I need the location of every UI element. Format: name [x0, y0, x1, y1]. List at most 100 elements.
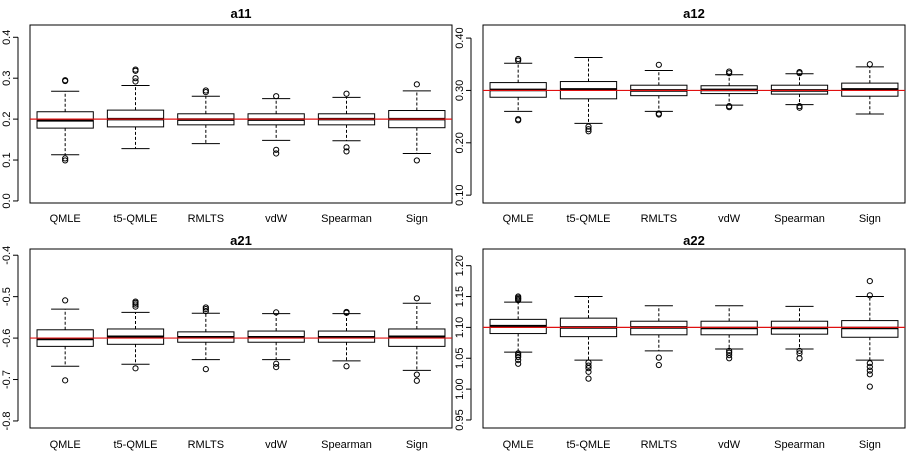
x-category-label: Spearman	[321, 439, 372, 451]
panel-title: a11	[231, 6, 252, 21]
x-category-label: vdW	[265, 439, 288, 451]
x-category-label: vdW	[718, 439, 741, 451]
outlier-point	[655, 361, 662, 369]
x-category-label: RMLTS	[188, 439, 224, 451]
box-rmlts	[630, 305, 688, 369]
y-tick-label: 0.3	[1, 71, 13, 86]
outlier-point	[343, 144, 350, 151]
box-spearman	[317, 90, 376, 155]
outlier-point	[202, 89, 209, 96]
outlier-point	[515, 357, 522, 364]
y-tick-label: 1.00	[454, 378, 466, 399]
y-tick-label: 0.1	[1, 152, 13, 167]
outlier-point	[202, 305, 209, 313]
y-tick-label: 0.4	[1, 30, 13, 45]
box-sign	[841, 61, 899, 115]
box-vdw	[247, 309, 305, 371]
box-rmlts	[177, 304, 235, 373]
outlier-point	[343, 90, 350, 97]
y-tick-label: 1.20	[454, 255, 466, 276]
y-tick-label: 0.0	[1, 193, 13, 208]
box-qmle	[36, 77, 94, 164]
outlier-point	[655, 61, 662, 68]
outlier-point	[62, 155, 69, 162]
y-tick-label: -0.5	[1, 287, 13, 306]
outlier-point	[515, 360, 522, 367]
x-category-label: QMLE	[50, 213, 81, 225]
x-category-label: RMLTS	[641, 213, 677, 225]
outlier-point	[866, 61, 873, 68]
x-category-label: Spearman	[321, 213, 372, 225]
y-tick-label: 1.05	[454, 348, 466, 369]
outlier-point	[62, 157, 69, 164]
outlier-point	[132, 301, 139, 308]
outlier-point	[585, 126, 592, 133]
outlier-point	[132, 67, 139, 74]
y-tick-label: -0.4	[1, 246, 13, 265]
x-category-label: RMLTS	[641, 439, 677, 451]
x-category-label: t5-QMLE	[566, 439, 610, 451]
box-qmle	[36, 297, 94, 384]
outlier-point	[796, 355, 803, 362]
box-vdw	[247, 93, 305, 157]
outlier-point	[866, 277, 873, 285]
outlier-point	[273, 360, 280, 367]
box-sign	[841, 277, 899, 390]
outlier-point	[343, 148, 350, 155]
outlier-point	[726, 352, 733, 359]
outlier-point	[515, 350, 522, 357]
outlier-point	[726, 70, 733, 77]
plot-frame	[482, 24, 906, 204]
outlier-point	[796, 70, 803, 77]
y-tick-label: -0.7	[1, 370, 13, 389]
plot-frame	[29, 24, 453, 204]
outlier-point	[585, 368, 592, 375]
x-category-label: Sign	[859, 213, 881, 225]
outlier-point	[866, 360, 873, 367]
outlier-point	[866, 371, 873, 378]
outlier-point	[655, 354, 662, 361]
box-t5-qmle	[106, 298, 165, 372]
outlier-point	[343, 308, 350, 316]
outlier-point	[273, 146, 280, 153]
x-category-label: vdW	[265, 213, 288, 225]
box-qmle	[489, 55, 547, 124]
y-tick-label: 0.40	[454, 27, 466, 48]
panel-title: a21	[230, 233, 252, 248]
outlier-point	[866, 363, 873, 370]
outlier-point	[726, 355, 733, 362]
outlier-point	[62, 297, 69, 304]
x-category-label: Spearman	[774, 439, 825, 451]
outlier-point	[796, 104, 803, 111]
outlier-point	[585, 375, 592, 382]
x-category-label: Sign	[406, 439, 428, 451]
y-tick-label: 0.20	[454, 132, 466, 153]
x-category-label: t5-QMLE	[566, 213, 610, 225]
outlier-point	[655, 111, 662, 118]
outlier-point	[413, 371, 420, 378]
x-category-label: Sign	[859, 439, 881, 451]
outlier-point	[866, 383, 873, 390]
panel-a21: a21 -0.8 -0.7 -0.6 -0.5 -0.4 QMLE t5-QMLE RMLTS v…	[1, 233, 453, 451]
box-sign	[388, 81, 446, 164]
outlier-point	[273, 150, 280, 157]
outlier-point	[413, 157, 420, 164]
outlier-point	[202, 366, 209, 373]
panel-a11: a11 0.0 0.1 0.2 0.3 0.4 QMLE t5-QMLE RMLTS vdW Spe…	[1, 6, 453, 225]
panel-title: a12	[683, 6, 705, 21]
box-rmlts	[630, 61, 688, 118]
x-category-label: QMLE	[50, 439, 81, 451]
x-category-label: t5-QMLE	[113, 213, 157, 225]
y-tick-label: 1.15	[454, 286, 466, 307]
outlier-point	[202, 308, 209, 315]
x-category-label: RMLTS	[188, 213, 224, 225]
outlier-point	[413, 377, 420, 384]
box-vdw	[700, 68, 758, 111]
panel-a12: a12 0.10 0.20 0.30 0.40 QMLE t5-QMLE RMLTS vdW Sp…	[454, 6, 906, 225]
outlier-point	[62, 377, 69, 384]
plot-frame	[482, 248, 906, 429]
outlier-point	[273, 363, 280, 371]
outlier-point	[585, 365, 592, 372]
outlier-point	[132, 75, 139, 82]
